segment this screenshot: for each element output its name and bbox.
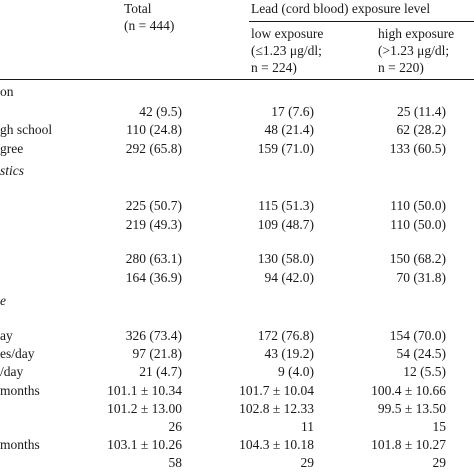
high-exposure-cell: 25 (11.4): [397, 104, 446, 119]
row-label: ay: [0, 328, 13, 343]
row-label: es/day: [0, 346, 35, 361]
total-cell: 42 (9.5): [139, 104, 182, 119]
total-cell: 164 (36.9): [125, 270, 182, 285]
low-exposure-cell: 109 (48.7): [257, 217, 314, 232]
low-exposure-header-line3: n = 224): [251, 60, 297, 75]
low-exposure-cell: 17 (7.6): [271, 104, 314, 119]
total-column-n: (n = 444): [124, 18, 175, 33]
total-cell: 225 (50.7): [125, 198, 182, 213]
high-exposure-cell: 101.8 ± 10.27: [371, 437, 446, 452]
low-exposure-cell: 130 (58.0): [257, 251, 314, 266]
high-exposure-cell: 133 (60.5): [389, 141, 446, 156]
total-cell: 26: [168, 419, 183, 434]
total-cell: 58: [168, 455, 183, 470]
total-cell: 292 (65.8): [125, 141, 182, 156]
high-exposure-cell: 100.4 ± 10.66: [371, 383, 446, 398]
low-exposure-cell: 159 (71.0): [257, 141, 314, 156]
row-label: stics: [0, 163, 25, 178]
high-exposure-cell: 150 (68.2): [389, 251, 446, 266]
high-exposure-cell: 99.5 ± 13.50: [377, 401, 446, 416]
high-exposure-cell: 62 (28.2): [396, 122, 447, 137]
high-exposure-cell: 110 (50.0): [390, 217, 446, 232]
low-exposure-cell: 104.3 ± 10.18: [239, 437, 314, 452]
low-exposure-cell: 43 (19.2): [264, 346, 315, 361]
total-cell: 103.1 ± 10.26: [107, 437, 182, 452]
row-label: e: [0, 293, 6, 308]
high-exposure-cell: 154 (70.0): [389, 328, 446, 343]
row-label: months: [0, 437, 40, 452]
low-exposure-header-line2: (≤1.23 μg/dl;: [251, 43, 322, 58]
high-exposure-header-line1: high exposure: [378, 26, 455, 41]
low-exposure-cell: 94 (42.0): [264, 270, 315, 285]
total-cell: 101.1 ± 10.34: [107, 383, 182, 398]
low-exposure-cell: 11: [301, 419, 314, 434]
total-cell: 110 (24.8): [126, 122, 182, 137]
low-exposure-cell: 48 (21.4): [264, 122, 315, 137]
low-exposure-cell: 102.8 ± 12.33: [239, 401, 314, 416]
total-cell: 97 (21.8): [132, 346, 183, 361]
row-label: on: [0, 84, 14, 99]
row-label: /day: [0, 364, 24, 379]
exposure-group-header: Lead (cord blood) exposure level: [251, 1, 431, 16]
high-exposure-cell: 70 (31.8): [396, 270, 447, 285]
row-label: months: [0, 383, 40, 398]
low-exposure-header-line1: low exposure: [251, 26, 324, 41]
low-exposure-cell: 115 (51.3): [258, 198, 314, 213]
high-exposure-cell: 15: [432, 419, 447, 434]
high-exposure-header-line2: (>1.23 μg/dl;: [378, 43, 450, 58]
header-bottom-rule: [0, 79, 474, 80]
high-exposure-cell: 12 (5.5): [403, 364, 446, 379]
total-column-header: Total: [124, 1, 152, 16]
high-exposure-cell: 110 (50.0): [390, 198, 446, 213]
high-exposure-cell: 29: [432, 455, 447, 470]
low-exposure-cell: 9 (4.0): [278, 364, 314, 379]
high-exposure-header-line3: n = 220): [378, 60, 424, 75]
total-cell: 280 (63.1): [125, 251, 182, 266]
total-cell: 21 (4.7): [139, 364, 182, 379]
row-label: gh school: [0, 122, 53, 137]
high-exposure-cell: 54 (24.5): [396, 346, 447, 361]
total-cell: 219 (49.3): [125, 217, 182, 232]
low-exposure-cell: 29: [300, 455, 315, 470]
total-cell: 101.2 ± 13.00: [107, 401, 182, 416]
total-cell: 326 (73.4): [125, 328, 182, 343]
row-label: gree: [0, 141, 24, 156]
exposure-group-rule: [249, 21, 474, 22]
low-exposure-cell: 172 (76.8): [257, 328, 314, 343]
low-exposure-cell: 101.7 ± 10.04: [239, 383, 314, 398]
